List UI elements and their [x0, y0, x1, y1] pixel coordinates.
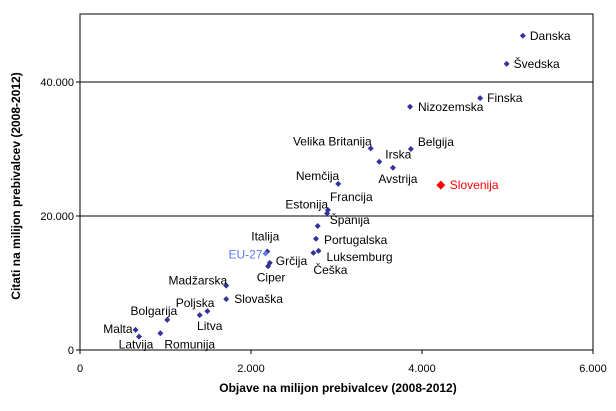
x-tick-label: 2.000: [237, 363, 265, 375]
data-label-slovenija: Slovenija: [450, 178, 499, 192]
data-label--panija: Španija: [330, 212, 370, 227]
data-point-danska: [519, 32, 526, 39]
data-label-bolgarija: Bolgarija: [131, 304, 178, 318]
data-label--e-ka: Češka: [313, 262, 347, 277]
data-label-italija: Italija: [251, 230, 279, 244]
data-label-malta: Malta: [103, 322, 133, 336]
x-tick-label: 4.000: [408, 363, 436, 375]
data-label-latvija: Latvija: [119, 338, 154, 352]
data-label--vedska: Švedska: [514, 56, 560, 71]
data-label-litva: Litva: [197, 319, 223, 333]
data-label-nizozemska: Nizozemska: [418, 100, 484, 114]
data-point-finska: [477, 95, 484, 102]
data-point-latvija: [135, 333, 142, 340]
data-point--e-ka: [310, 249, 317, 256]
data-label-mad-arska: Madžarska: [169, 274, 228, 288]
data-point-portugalska: [312, 235, 319, 242]
data-label-romunija: Romunija: [164, 337, 215, 351]
y-tick-label: 40.000: [40, 77, 74, 89]
y-tick-label: 0: [68, 345, 74, 357]
data-point-ciper: [265, 263, 272, 270]
data-point--vedska: [503, 60, 510, 67]
data-point-nizozemska: [407, 103, 414, 110]
y-tick-label: 20.000: [40, 211, 74, 223]
data-label-finska: Finska: [487, 91, 523, 105]
data-point-nem-ija: [335, 180, 342, 187]
data-label-belgija: Belgija: [418, 135, 454, 149]
data-point-slovenija: [436, 180, 446, 190]
y-axis-label: Citati na milijon prebivalcev (2008-2012…: [9, 72, 23, 299]
data-point-luksemburg: [315, 247, 322, 254]
data-label-nem-ija: Nemčija: [296, 169, 340, 183]
data-label-danska: Danska: [530, 29, 571, 43]
data-point-irska: [376, 158, 383, 165]
data-point-mad-arska: [223, 282, 230, 289]
data-point--panija: [314, 223, 321, 230]
data-label-eu-27: EU-27: [229, 248, 263, 262]
data-point-velika-britanija: [367, 145, 374, 152]
data-point-eu-27: [262, 250, 269, 257]
data-label-poljska: Poljska: [176, 296, 215, 310]
data-point-slova-ka: [223, 296, 230, 303]
data-label-francija: Francija: [330, 190, 373, 204]
data-point-bolgarija: [164, 316, 171, 323]
data-point-malta: [132, 326, 139, 333]
x-axis-label: Objave na milijon prebivalcev (2008-2012…: [219, 381, 456, 395]
data-label-ciper: Ciper: [257, 270, 286, 284]
data-label-slova-ka: Slovaška: [234, 292, 283, 306]
data-point-litva: [196, 312, 203, 319]
data-label-estonija: Estonija: [285, 197, 328, 211]
data-point-avstrija: [389, 164, 396, 171]
data-point-estonija: [324, 210, 331, 217]
data-point-poljska: [204, 308, 211, 315]
data-label-gr-ija: Grčija: [276, 254, 308, 268]
data-label-velika-britanija: Velika Britanija: [293, 134, 372, 148]
plot-area: [79, 13, 594, 351]
x-tick-label: 0: [77, 363, 83, 375]
data-label-luksemburg: Luksemburg: [327, 250, 393, 264]
data-label-irska: Irska: [385, 148, 411, 162]
data-label-avstrija: Avstrija: [378, 172, 417, 186]
data-point-belgija: [407, 146, 414, 152]
data-point-romunija: [157, 330, 164, 337]
data-label-portugalska: Portugalska: [324, 233, 388, 247]
x-tick-label: 6.000: [579, 363, 607, 375]
